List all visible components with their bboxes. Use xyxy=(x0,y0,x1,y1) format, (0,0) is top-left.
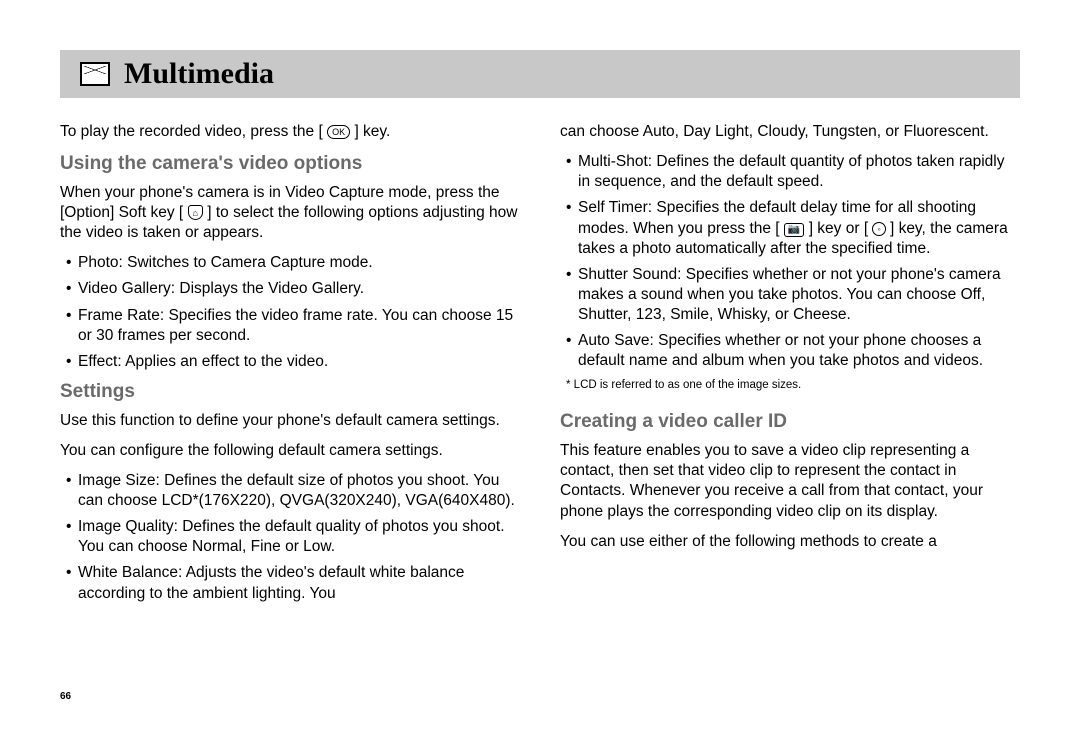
settings-para1: Use this function to define your phone's… xyxy=(60,411,520,431)
manual-page: Multimedia To play the recorded video, p… xyxy=(0,0,1080,752)
bullet-video-gallery: Video Gallery: Displays the Video Galler… xyxy=(60,279,520,299)
intro-line: To play the recorded video, press the [ … xyxy=(60,122,520,142)
video-options-para: When your phone's camera is in Video Cap… xyxy=(60,183,520,243)
wb-continued: can choose Auto, Day Light, Cloudy, Tung… xyxy=(560,122,1020,142)
left-column: To play the recorded video, press the [ … xyxy=(60,122,520,610)
text: ] key or [ xyxy=(809,220,868,237)
header-title: Multimedia xyxy=(124,57,274,91)
heading-video-options: Using the camera's video options xyxy=(60,152,520,177)
page-number: 66 xyxy=(60,691,71,702)
ok-key-icon: OK xyxy=(327,125,350,139)
text: ] key. xyxy=(354,123,390,140)
bullet-auto-save: Auto Save: Specifies whether or not your… xyxy=(560,331,1020,371)
content-columns: To play the recorded video, press the [ … xyxy=(60,122,1020,610)
bullet-shutter-sound: Shutter Sound: Specifies whether or not … xyxy=(560,265,1020,325)
camera-key-icon: 📷 xyxy=(784,223,804,237)
bullet-image-size: Image Size: Defines the default size of … xyxy=(60,471,520,511)
bullet-multi-shot: Multi-Shot: Defines the default quantity… xyxy=(560,152,1020,192)
bullet-frame-rate: Frame Rate: Specifies the video frame ra… xyxy=(60,306,520,346)
lcd-footnote: * LCD is referred to as one of the image… xyxy=(560,378,1020,393)
bullet-white-balance: White Balance: Adjusts the video's defau… xyxy=(60,563,520,603)
bullet-image-quality: Image Quality: Defines the default quali… xyxy=(60,517,520,557)
side-key-icon: ◦ xyxy=(872,222,885,236)
caller-id-para1: This feature enables you to save a video… xyxy=(560,441,1020,522)
heading-video-caller-id: Creating a video caller ID xyxy=(560,410,1020,435)
bullet-photo: Photo: Switches to Camera Capture mode. xyxy=(60,253,520,273)
caller-id-para2: You can use either of the following meth… xyxy=(560,532,1020,552)
bullet-effect: Effect: Applies an effect to the video. xyxy=(60,352,520,372)
heading-settings: Settings xyxy=(60,380,520,405)
right-column: can choose Auto, Day Light, Cloudy, Tung… xyxy=(560,122,1020,610)
bullet-self-timer: Self Timer: Specifies the default delay … xyxy=(560,198,1020,258)
envelope-icon xyxy=(80,62,110,86)
page-header: Multimedia xyxy=(60,50,1020,98)
text: To play the recorded video, press the [ xyxy=(60,123,323,140)
settings-para2: You can configure the following default … xyxy=(60,441,520,461)
softkey-icon: ⌂ xyxy=(188,205,203,220)
